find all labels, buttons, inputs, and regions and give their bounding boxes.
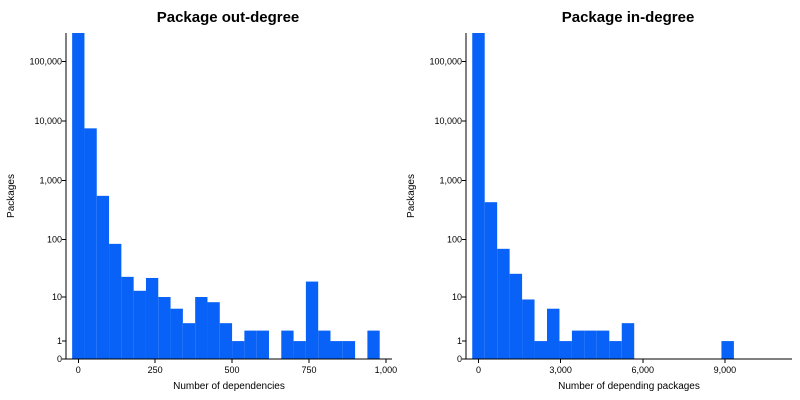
- out-degree-bar: [195, 297, 208, 359]
- in-degree-bar: [522, 299, 535, 359]
- in-degree-bar: [547, 308, 560, 359]
- y-tick-label: 10,000: [34, 116, 62, 126]
- in-degree-bar: [584, 330, 597, 359]
- out-degree-bar: [158, 297, 171, 359]
- out-degree-bar: [318, 330, 331, 359]
- out-degree-bar: [330, 341, 343, 359]
- out-degree-bar: [281, 330, 294, 359]
- y-axis-label: Packages: [406, 174, 417, 218]
- y-tick-label: 100,000: [429, 56, 462, 66]
- in-degree-bar: [509, 273, 523, 359]
- out-degree-bar: [244, 330, 257, 359]
- out-degree-bar: [109, 243, 122, 359]
- y-tick-label: 0: [57, 354, 62, 364]
- in-degree-bar: [621, 323, 635, 359]
- out-degree-bar: [232, 341, 245, 359]
- y-tick-label: 1: [457, 336, 462, 346]
- chart-title: Package out-degree: [157, 9, 300, 26]
- out-degree-bar: [170, 308, 183, 359]
- x-tick-label: 500: [225, 365, 240, 375]
- y-tick-label: 1: [57, 336, 62, 346]
- in-degree-bar: [484, 202, 498, 359]
- out-degree-bar: [293, 341, 306, 359]
- out-degree-bar: [145, 277, 159, 359]
- y-tick-label: 100: [47, 235, 62, 245]
- x-axis-label: Number of dependencies: [173, 381, 285, 392]
- out-degree-bar: [182, 323, 196, 359]
- in-degree-bar: [596, 330, 610, 359]
- in-degree-bar: [609, 341, 622, 359]
- chart-title: Package in-degree: [562, 9, 695, 26]
- in-degree-bar: [497, 248, 510, 359]
- y-tick-label: 0: [457, 354, 462, 364]
- x-tick-label: 0: [476, 365, 481, 375]
- out-degree-chart: 0 1 10 100 1,000 10,000 100,000 0 250 500 750 1,000…: [6, 9, 397, 392]
- x-tick-label: 3,000: [549, 365, 572, 375]
- out-degree-bar: [207, 302, 220, 359]
- y-tick-label: 100,000: [29, 56, 62, 66]
- out-degree-bar: [256, 330, 269, 359]
- y-axis-label: Packages: [6, 174, 17, 218]
- x-tick-label: 750: [301, 365, 316, 375]
- out-degree-bar: [305, 281, 319, 359]
- out-degree-bar: [367, 330, 380, 359]
- in-degree-bar: [559, 341, 572, 359]
- out-degree-bar: [72, 33, 85, 359]
- x-axis-label: Number of depending packages: [558, 381, 700, 392]
- in-degree-chart: 0 1 10 100 1,000 10,000 100,000 0 3,000 6,000 9,00…: [406, 9, 792, 392]
- in-degree-bar: [721, 341, 734, 359]
- in-degree-bar: [472, 33, 485, 359]
- out-degree-bar: [133, 290, 146, 359]
- out-degree-bar: [96, 195, 110, 359]
- y-tick-label: 100: [447, 235, 462, 245]
- x-tick-label: 0: [76, 365, 81, 375]
- out-degree-bar: [84, 128, 97, 359]
- y-tick-label: 10: [52, 292, 62, 302]
- x-tick-label: 6,000: [631, 365, 654, 375]
- x-tick-label: 250: [148, 365, 163, 375]
- x-tick-label: 1,000: [375, 365, 398, 375]
- in-degree-bar: [534, 341, 548, 359]
- y-tick-label: 10,000: [434, 116, 462, 126]
- out-degree-bar: [342, 341, 356, 359]
- y-tick-label: 1,000: [439, 175, 462, 185]
- x-tick-label: 9,000: [714, 365, 737, 375]
- y-tick-label: 10: [452, 292, 462, 302]
- out-degree-bar: [219, 323, 233, 359]
- y-tick-label: 1,000: [39, 175, 62, 185]
- out-degree-bar: [121, 276, 134, 359]
- in-degree-bar: [571, 330, 585, 359]
